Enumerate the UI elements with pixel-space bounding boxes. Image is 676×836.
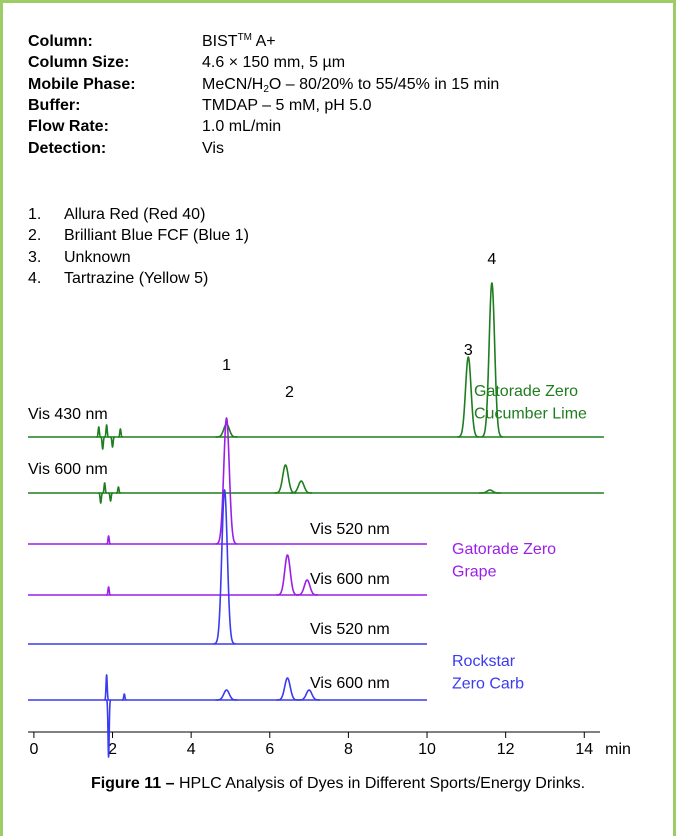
peak: [103, 674, 110, 701]
condition-label: Column:: [28, 33, 93, 50]
peak: [295, 579, 319, 596]
peak: [213, 489, 237, 645]
peak-number: 1.: [28, 206, 42, 223]
condition-value-part: 4.6 × 150 mm, 5 µm: [202, 54, 346, 72]
trace-label: Vis 520 nm: [310, 621, 390, 638]
peak: [275, 677, 299, 701]
peak-number: 4.: [28, 269, 42, 287]
condition-value: Vis: [202, 140, 224, 158]
condition-label: Mobile Phase:: [28, 75, 136, 93]
peak: [275, 554, 299, 596]
peak-label: 1: [222, 357, 231, 374]
x-tick-label: 4: [187, 741, 196, 758]
caption: Figure 11 – HPLC Analysis of Dyes in Dif…: [63, 773, 613, 795]
x-tick-label: 2: [108, 741, 117, 758]
peak-name: Tartrazine (Yellow 5): [64, 269, 209, 287]
peak: [297, 689, 321, 701]
peak-label: 4: [487, 251, 496, 268]
x-tick-label: 14: [575, 741, 593, 758]
trace-label: Vis 600 nm: [310, 675, 390, 692]
caption-label: Figure 11 –: [90, 775, 175, 792]
trace-label: Vis 600 nm: [28, 461, 108, 478]
peak: [215, 417, 239, 545]
trace-label: Vis 520 nm: [310, 521, 390, 538]
group-label: Rockstar: [452, 653, 516, 670]
x-tick-label: 0: [29, 741, 38, 758]
peak: [289, 480, 313, 494]
peak: [115, 486, 122, 494]
condition-value: 4.6 × 150 mm, 5 µm: [202, 54, 345, 72]
condition-value-part: TMDAP – 5 mM, pH 5.0: [202, 96, 372, 114]
peak: [105, 535, 112, 545]
condition-value-part: Vis: [202, 139, 224, 157]
condition-value-part: A+: [252, 33, 276, 50]
trace-label: Vis 430 nm: [28, 406, 108, 423]
peak: [103, 424, 110, 438]
peak-name: Allura Red (Red 40): [64, 206, 206, 223]
condition-label: Flow Rate:: [28, 118, 109, 136]
condition-value-part: O – 80/20% to 55/45% in 15 min: [268, 75, 500, 93]
x-tick-label: 10: [418, 741, 436, 758]
x-axis-label: min: [605, 741, 631, 758]
peak: [456, 356, 480, 438]
peak: [215, 689, 239, 701]
peak-name: Brilliant Blue FCF (Blue 1): [64, 227, 249, 245]
condition-value: BISTTM A+: [202, 33, 276, 51]
condition-value-part: MeCN/H: [202, 75, 264, 93]
peak: [105, 586, 112, 596]
peak: [109, 436, 116, 448]
peak: [117, 428, 124, 438]
x-tick-label: 8: [344, 741, 353, 758]
caption-text: HPLC Analysis of Dyes in Different Sport…: [174, 775, 586, 792]
condition-label: Column Size:: [28, 54, 130, 72]
peak-label: 2: [285, 384, 294, 401]
group-label: Gatorade Zero: [474, 383, 578, 400]
trace-label: Vis 600 nm: [310, 571, 390, 588]
peak: [478, 489, 502, 494]
peak: [97, 492, 104, 504]
group-label: Zero Carb: [452, 676, 524, 693]
x-tick-label: 6: [265, 741, 274, 758]
peak: [99, 436, 106, 450]
group-label: Gatorade Zero: [452, 541, 556, 558]
peak-number: 3.: [28, 248, 42, 266]
group-label: Cucumber Lime: [474, 406, 587, 423]
condition-value-part: BIST: [202, 33, 238, 50]
peak: [480, 282, 504, 438]
condition-value: MeCN/H2O – 80/20% to 55/45% in 15 min: [202, 75, 500, 95]
condition-value-part: TM: [237, 32, 253, 43]
peak: [121, 693, 128, 701]
peak: [105, 699, 112, 758]
peak: [273, 464, 298, 494]
peak: [215, 423, 239, 438]
group-label: Grape: [452, 564, 497, 581]
condition-value: 1.0 mL/min: [202, 118, 281, 136]
peak-number: 2.: [28, 227, 42, 245]
condition-value: TMDAP – 5 mM, pH 5.0: [202, 97, 372, 115]
peak-name: Unknown: [64, 248, 131, 266]
peak: [101, 482, 108, 494]
peak-label: 3: [464, 342, 473, 359]
condition-value-part: 2: [263, 83, 269, 95]
x-tick-label: 12: [497, 741, 515, 758]
condition-value-part: 1.0 mL/min: [202, 118, 282, 136]
peak: [107, 492, 114, 502]
peak: [95, 426, 102, 438]
condition-label: Detection:: [28, 139, 107, 157]
condition-label: Buffer:: [28, 96, 81, 114]
